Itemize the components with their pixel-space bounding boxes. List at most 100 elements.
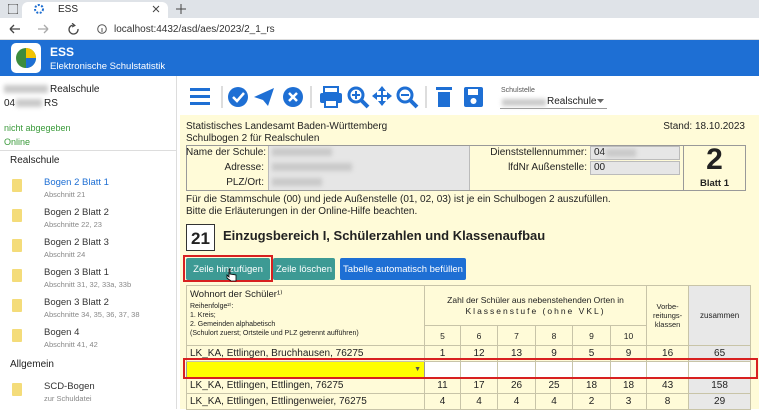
count-cell: 26 xyxy=(497,377,536,394)
schulstelle-label: Schulstelle xyxy=(501,87,535,94)
note-line: Für die Stammschule (00) und jede Außens… xyxy=(186,194,611,205)
order-line: (Schulort zuerst; Ortsteile und PLZ getr… xyxy=(190,330,359,337)
count-cell: 4 xyxy=(424,393,461,410)
doc-icon xyxy=(12,269,22,282)
count-cell: 25 xyxy=(535,377,573,394)
grade-header: 7 xyxy=(497,325,536,346)
doc-icon xyxy=(12,239,22,252)
count-cell: 2 xyxy=(572,393,611,410)
doc-icon xyxy=(12,299,22,312)
nav-item[interactable] xyxy=(0,324,176,354)
tab-close[interactable] xyxy=(152,5,160,13)
nav-item-label: Bogen 2 Blatt 3 xyxy=(44,237,109,248)
grade-header: 9 xyxy=(572,325,611,346)
zoom-out-icon[interactable] xyxy=(396,86,419,109)
address-label: Adresse: xyxy=(224,162,264,173)
count-cell[interactable] xyxy=(535,361,573,378)
grade-header: 5 xyxy=(424,325,461,346)
prep-header: Vorbe-reitungs-klassen xyxy=(646,285,690,346)
print-icon[interactable] xyxy=(320,86,342,108)
nav-item-label: Bogen 4 xyxy=(44,327,80,338)
send-icon[interactable] xyxy=(254,88,274,106)
table-row: LK_KA, Ettlingen, Ettlingenweier, 76275 4… xyxy=(186,393,752,410)
address-bar xyxy=(0,18,759,40)
delete-icon[interactable] xyxy=(436,87,452,107)
count-cell: 3 xyxy=(609,393,648,410)
count-cell: 43 xyxy=(646,377,690,394)
nav-item-sub: Abschnitt 21 xyxy=(44,190,86,199)
table-row: ▼ xyxy=(186,361,752,378)
count-header-cell: Zahl der Schüler aus nebenstehenden Orte… xyxy=(423,285,648,326)
nav-item-label: Bogen 3 Blatt 1 xyxy=(44,267,109,278)
check-icon[interactable] xyxy=(228,87,248,107)
note-line: Bitte die Erläuterungen in der Online-Hi… xyxy=(186,206,418,217)
dropdown-arrow: ▼ xyxy=(414,366,421,373)
select-arrow xyxy=(597,99,604,103)
tab[interactable] xyxy=(22,2,168,18)
nav-item-label: Bogen 2 Blatt 2 xyxy=(44,207,109,218)
schulstelle-value: Realschule xyxy=(547,96,597,107)
count-cell: 158 xyxy=(688,377,752,394)
doc-icon xyxy=(12,209,22,222)
count-cell[interactable] xyxy=(424,361,461,378)
cancel-icon[interactable] xyxy=(283,87,303,107)
tab-title: ESS xyxy=(58,4,79,15)
tab-bar xyxy=(0,0,759,18)
residence-cell: LK_KA, Ettlingen, Ettlingen, 76275 xyxy=(186,377,425,394)
section-number: 21 xyxy=(186,224,215,251)
zoom-in-icon[interactable] xyxy=(347,86,370,109)
residence-header-cell: Wohnort der Schüler¹⁾ Reihenfolge²⁾: 1. K… xyxy=(186,285,425,346)
save-icon[interactable] xyxy=(464,87,483,107)
menu-icon[interactable] xyxy=(190,88,210,105)
school-number: 04 xyxy=(4,98,16,109)
sheet-label: Blatt 1 xyxy=(699,178,730,189)
nav-item-sub: Abschnitte 34, 35, 36, 37, 38 xyxy=(44,310,140,319)
nav-item-sub: Abschnitt 24 xyxy=(44,250,86,259)
doc-icon xyxy=(12,329,22,342)
table-row: LK_KA, Ettlingen, Ettlingen, 76275 11 17 26… xyxy=(186,377,752,394)
count-cell: 18 xyxy=(572,377,611,394)
move-icon[interactable] xyxy=(372,86,392,106)
residence-cell: LK_KA, Ettlingen, Ettlingenweier, 76275 xyxy=(186,393,425,410)
schulstelle-select[interactable] xyxy=(500,95,607,109)
count-cell: 4 xyxy=(497,393,536,410)
site-info[interactable] xyxy=(97,24,107,34)
autofill-button[interactable]: Tabelle automatisch befüllen xyxy=(340,258,466,280)
grade-header: 8 xyxy=(535,325,573,346)
count-cell: 18 xyxy=(609,377,648,394)
grade-header: Klassenstufe (ohne VKL) xyxy=(465,305,606,316)
sidebar xyxy=(0,76,177,409)
nav-item-sub: Abschnitt 41, 42 xyxy=(44,340,98,349)
url[interactable]: localhost:4432/asd/aes/2023/2_1_rs xyxy=(114,24,275,35)
total-header: zusammen xyxy=(688,285,752,346)
highlight xyxy=(183,255,273,282)
count-cell[interactable] xyxy=(646,361,690,378)
office: Statistisches Landesamt Baden-Württember… xyxy=(186,121,388,132)
date: Stand: 18.10.2023 xyxy=(663,121,745,132)
nav-buttons[interactable] xyxy=(8,23,88,35)
doc-icon xyxy=(12,179,22,192)
tab-list-icon[interactable] xyxy=(8,4,18,14)
nav-item-sub: Abschnitt 31, 32, 33a, 33b xyxy=(44,280,132,289)
nav-item-sub: zur Schuldatei xyxy=(44,394,92,403)
table-row: LK_KA, Ettlingen, Bruchhausen, 76275 1 12 1… xyxy=(186,345,752,362)
add-row-button[interactable]: Zeile hinzufügen xyxy=(186,258,270,280)
nav-item-label: Bogen 2 Blatt 1 xyxy=(44,177,109,188)
connection: Online xyxy=(4,137,31,147)
residence-cell[interactable]: ▼ xyxy=(186,361,425,378)
residence-header: Wohnort der Schüler¹⁾ xyxy=(190,289,283,300)
new-tab[interactable] xyxy=(176,4,186,14)
order-line: 1. Kreis; xyxy=(190,312,216,319)
sheet-number: 2 xyxy=(706,143,723,176)
count-header: Zahl der Schüler aus nebenstehenden Orte… xyxy=(447,294,624,305)
school-name: Realschule xyxy=(50,84,100,95)
divider xyxy=(0,150,176,151)
form-title: Schulbogen 2 für Realschulen xyxy=(186,133,320,144)
nav-item-label: SCD-Bogen xyxy=(44,381,95,392)
name-label: Name der Schule: xyxy=(186,147,267,158)
order-lines: Reihenfolge²⁾: 1. Kreis; 2. Gemeinden alph… xyxy=(190,302,421,338)
app-subtitle: Elektronische Schulstatistik xyxy=(50,61,166,72)
doc-icon xyxy=(12,383,22,396)
nav-section-title: Allgemein xyxy=(10,359,54,370)
delete-row-button[interactable]: Zeile löschen xyxy=(273,258,335,280)
